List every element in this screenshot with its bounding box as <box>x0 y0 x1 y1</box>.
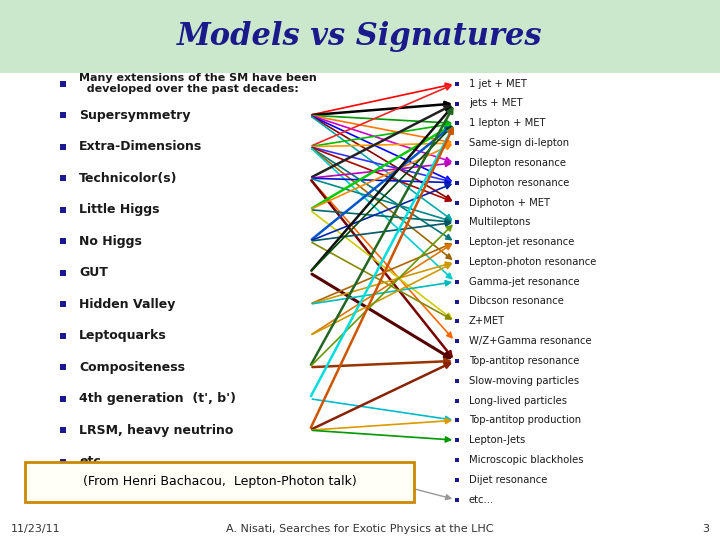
Text: Technicolor(s): Technicolor(s) <box>79 172 178 185</box>
Text: 1 lepton + MET: 1 lepton + MET <box>469 118 545 129</box>
Text: No Higgs: No Higgs <box>79 235 142 248</box>
Text: Dilepton resonance: Dilepton resonance <box>469 158 566 168</box>
Text: Top-antitop production: Top-antitop production <box>469 415 581 426</box>
Text: Hidden Valley: Hidden Valley <box>79 298 176 310</box>
Text: Long-lived particles: Long-lived particles <box>469 395 567 406</box>
Text: etc...: etc... <box>469 495 494 504</box>
Text: Diphoton + MET: Diphoton + MET <box>469 198 550 207</box>
Text: Leptoquarks: Leptoquarks <box>79 329 167 342</box>
Text: Models vs Signatures: Models vs Signatures <box>177 21 543 52</box>
Text: 3: 3 <box>702 523 709 534</box>
Text: Same-sign di-lepton: Same-sign di-lepton <box>469 138 569 148</box>
Text: W/Z+Gamma resonance: W/Z+Gamma resonance <box>469 336 591 346</box>
Text: Microscopic blackholes: Microscopic blackholes <box>469 455 583 465</box>
Text: Lepton-jet resonance: Lepton-jet resonance <box>469 237 574 247</box>
Text: Slow-moving particles: Slow-moving particles <box>469 376 579 386</box>
FancyBboxPatch shape <box>25 462 414 502</box>
Text: 11/23/11: 11/23/11 <box>11 523 60 534</box>
Text: Compositeness: Compositeness <box>79 361 185 374</box>
Text: Gamma-jet resonance: Gamma-jet resonance <box>469 276 580 287</box>
Text: 1 jet + MET: 1 jet + MET <box>469 79 526 89</box>
Text: Lepton-Jets: Lepton-Jets <box>469 435 525 445</box>
Text: LRSM, heavy neutrino: LRSM, heavy neutrino <box>79 424 233 437</box>
Bar <box>0 0 720 73</box>
Text: Multileptons: Multileptons <box>469 217 530 227</box>
Text: etc...: etc... <box>79 455 115 468</box>
Text: Many extensions of the SM have been
  developed over the past decades:: Many extensions of the SM have been deve… <box>79 73 317 94</box>
Text: Lepton-photon resonance: Lepton-photon resonance <box>469 257 596 267</box>
Text: Top-antitop resonance: Top-antitop resonance <box>469 356 579 366</box>
Text: Extra-Dimensions: Extra-Dimensions <box>79 140 202 153</box>
Text: Z+MET: Z+MET <box>469 316 505 326</box>
Text: jets + MET: jets + MET <box>469 98 522 109</box>
Text: Little Higgs: Little Higgs <box>79 203 160 216</box>
Text: Diphoton resonance: Diphoton resonance <box>469 178 569 188</box>
Text: GUT: GUT <box>79 266 108 279</box>
Text: (From Henri Bachacou,  Lepton-Photon talk): (From Henri Bachacou, Lepton-Photon talk… <box>83 475 356 489</box>
Text: A. Nisati, Searches for Exotic Physics at the LHC: A. Nisati, Searches for Exotic Physics a… <box>226 523 494 534</box>
Text: 4th generation  (t', b'): 4th generation (t', b') <box>79 392 236 405</box>
Text: Dibcson resonance: Dibcson resonance <box>469 296 564 307</box>
Text: Supersymmetry: Supersymmetry <box>79 109 191 122</box>
Text: Dijet resonance: Dijet resonance <box>469 475 547 485</box>
